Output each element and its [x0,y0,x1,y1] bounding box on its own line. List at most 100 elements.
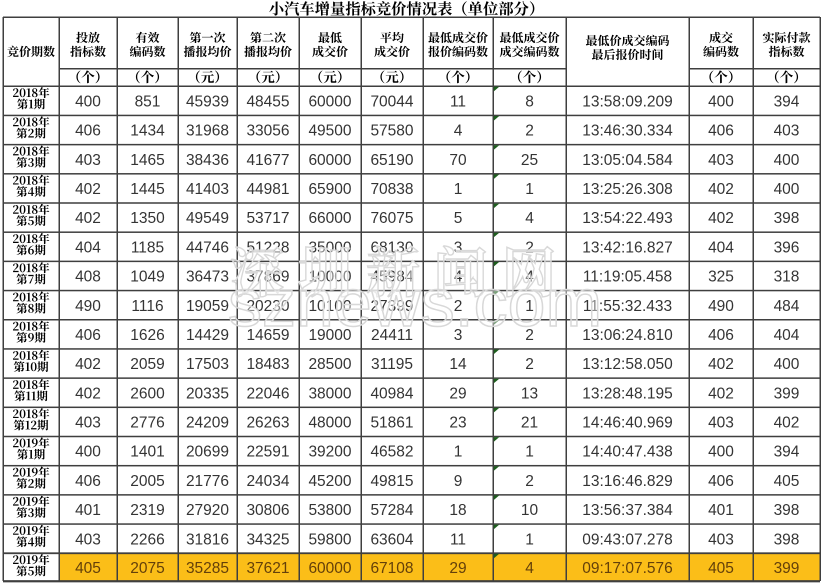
svg-text:24209: 24209 [186,415,229,432]
svg-text:403: 403 [75,415,101,432]
svg-text:22591: 22591 [246,444,289,461]
svg-text:09:17:07.576: 09:17:07.576 [582,560,673,577]
svg-text:400: 400 [75,444,101,461]
svg-text:2266: 2266 [130,531,164,548]
svg-text:3: 3 [454,239,463,256]
svg-text:1: 1 [454,181,463,198]
svg-text:400: 400 [774,181,800,198]
svg-text:63604: 63604 [370,531,413,548]
svg-text:398: 398 [774,502,800,519]
svg-text:8: 8 [525,94,534,111]
svg-text:20699: 20699 [186,444,229,461]
svg-text:65190: 65190 [370,152,413,169]
svg-text:14659: 14659 [246,327,289,344]
svg-text:44981: 44981 [246,181,289,198]
svg-text:484: 484 [774,298,800,315]
svg-text:20335: 20335 [186,385,229,402]
svg-text:13: 13 [521,385,538,402]
svg-text:13:25:26.308: 13:25:26.308 [582,181,673,198]
svg-text:14:40:47.438: 14:40:47.438 [582,444,673,461]
svg-text:405: 405 [75,560,101,577]
svg-text:13:42:16.827: 13:42:16.827 [582,239,673,256]
svg-text:403: 403 [774,123,800,140]
svg-text:49500: 49500 [308,123,351,140]
svg-text:490: 490 [708,298,734,315]
svg-text:1350: 1350 [130,210,165,227]
svg-text:402: 402 [708,356,734,373]
svg-text:33056: 33056 [246,123,289,140]
svg-text:22046: 22046 [246,385,289,402]
svg-text:394: 394 [774,444,800,461]
svg-text:29: 29 [449,560,466,577]
svg-text:76075: 76075 [370,210,413,227]
svg-text:406: 406 [708,473,734,490]
svg-text:70044: 70044 [370,94,413,111]
svg-text:2: 2 [525,327,534,344]
svg-text:2: 2 [525,473,534,490]
svg-text:48000: 48000 [308,415,351,432]
svg-text:14429: 14429 [186,327,229,344]
svg-text:13:28:48.195: 13:28:48.195 [582,385,673,402]
svg-text:402: 402 [774,415,800,432]
svg-text:14:46:40.969: 14:46:40.969 [582,415,673,432]
svg-text:406: 406 [75,473,101,490]
svg-text:13:58:09.209: 13:58:09.209 [582,94,673,111]
svg-text:34325: 34325 [246,531,289,548]
svg-text:14: 14 [449,356,467,373]
svg-text:70: 70 [449,152,467,169]
svg-text:11: 11 [450,94,466,111]
svg-text:49815: 49815 [370,473,413,490]
svg-text:36473: 36473 [186,269,229,286]
svg-text:31816: 31816 [186,531,229,548]
svg-text:399: 399 [774,560,800,577]
svg-text:405: 405 [708,560,734,577]
svg-text:1445: 1445 [130,181,164,198]
svg-text:5: 5 [454,210,463,227]
svg-text:2319: 2319 [130,502,164,519]
svg-text:851: 851 [135,94,161,111]
svg-text:1: 1 [525,444,534,461]
svg-text:67108: 67108 [370,560,413,577]
svg-text:65900: 65900 [308,181,351,198]
svg-text:400: 400 [774,152,800,169]
svg-text:40984: 40984 [370,385,413,402]
svg-text:25: 25 [521,152,538,169]
svg-text:13:12:58.050: 13:12:58.050 [582,356,673,373]
svg-text:399: 399 [774,385,800,402]
svg-text:10: 10 [521,502,539,519]
svg-text:11:55:32.433: 11:55:32.433 [583,298,672,315]
svg-text:60000: 60000 [308,560,351,577]
svg-text:57284: 57284 [370,502,413,519]
svg-text:21: 21 [521,415,538,432]
svg-text:404: 404 [708,239,734,256]
svg-text:403: 403 [75,152,101,169]
svg-text:35285: 35285 [186,560,229,577]
svg-text:4: 4 [525,269,534,286]
svg-text:19059: 19059 [186,298,229,315]
svg-text:46582: 46582 [370,444,413,461]
svg-text:29: 29 [449,385,466,402]
svg-text:24034: 24034 [246,473,289,490]
svg-text:39200: 39200 [308,444,351,461]
svg-text:1: 1 [525,531,534,548]
svg-text:403: 403 [75,531,101,548]
svg-text:4: 4 [454,269,463,286]
svg-text:38436: 38436 [186,152,229,169]
svg-text:45939: 45939 [186,94,229,111]
svg-text:325: 325 [708,269,734,286]
svg-text:401: 401 [75,502,101,519]
svg-text:1116: 1116 [131,298,163,315]
svg-text:3: 3 [454,327,463,344]
svg-text:10100: 10100 [308,298,351,315]
svg-text:26263: 26263 [246,415,289,432]
svg-text:1434: 1434 [130,123,165,140]
svg-text:2: 2 [525,239,534,256]
svg-text:404: 404 [75,239,101,256]
svg-text:18: 18 [449,502,466,519]
svg-text:1185: 1185 [131,239,164,256]
svg-text:24411: 24411 [371,327,413,344]
svg-text:1626: 1626 [130,327,164,344]
svg-text:44746: 44746 [186,239,229,256]
svg-text:2059: 2059 [130,356,164,373]
svg-text:49549: 49549 [186,210,229,227]
